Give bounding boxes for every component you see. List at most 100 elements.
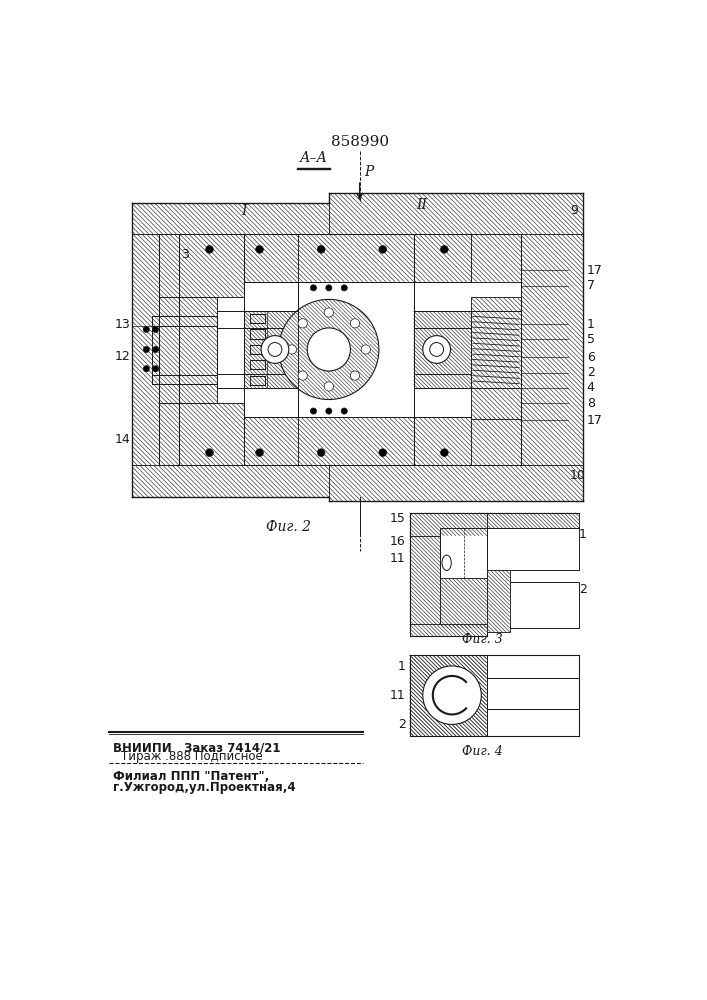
Bar — [244, 417, 298, 465]
Ellipse shape — [442, 555, 451, 570]
Bar — [217, 311, 298, 388]
Bar — [250, 345, 265, 354]
Bar — [440, 578, 486, 628]
Bar — [414, 417, 472, 465]
Circle shape — [287, 345, 296, 354]
Bar — [414, 234, 472, 282]
Bar — [486, 513, 579, 528]
Bar — [250, 329, 265, 339]
Bar — [244, 234, 298, 282]
Bar — [521, 234, 583, 465]
Bar — [217, 311, 244, 388]
Circle shape — [317, 449, 325, 456]
Bar — [132, 465, 329, 497]
Text: 12: 12 — [115, 350, 130, 363]
Bar — [152, 316, 217, 384]
Bar — [486, 582, 579, 628]
Text: 3: 3 — [181, 248, 189, 261]
Bar — [472, 297, 521, 419]
Text: 858990: 858990 — [331, 135, 389, 149]
Bar — [472, 234, 521, 282]
Text: 7: 7 — [587, 279, 595, 292]
Circle shape — [423, 336, 450, 363]
Circle shape — [144, 346, 149, 353]
Text: 1: 1 — [579, 528, 587, 541]
Bar — [179, 403, 244, 465]
Circle shape — [379, 449, 387, 456]
Circle shape — [325, 308, 334, 317]
Bar — [486, 570, 510, 632]
Bar — [472, 311, 521, 388]
Text: 5: 5 — [587, 333, 595, 346]
Circle shape — [310, 285, 317, 291]
Bar — [414, 311, 472, 388]
Circle shape — [326, 285, 332, 291]
Circle shape — [440, 246, 448, 253]
Bar — [132, 203, 329, 234]
Circle shape — [341, 285, 347, 291]
Circle shape — [256, 449, 264, 456]
Bar — [179, 234, 244, 297]
Text: I: I — [241, 204, 247, 218]
Bar — [486, 528, 579, 570]
Circle shape — [298, 319, 308, 328]
Wedge shape — [423, 666, 481, 724]
Circle shape — [144, 326, 149, 333]
Bar — [329, 465, 583, 501]
Circle shape — [268, 343, 282, 356]
Bar — [179, 297, 217, 403]
Text: Фиг. 3: Фиг. 3 — [462, 633, 503, 646]
Bar — [409, 624, 486, 636]
Text: 13: 13 — [115, 318, 130, 331]
Text: 1: 1 — [587, 318, 595, 331]
Circle shape — [153, 366, 158, 372]
Circle shape — [341, 408, 347, 414]
Text: 1: 1 — [398, 660, 406, 673]
Bar — [329, 193, 583, 234]
Circle shape — [261, 336, 288, 363]
Circle shape — [325, 382, 334, 391]
Text: 9: 9 — [570, 204, 578, 217]
Bar — [250, 376, 265, 385]
Bar — [409, 655, 486, 736]
Text: 10: 10 — [570, 469, 585, 482]
Bar — [298, 282, 414, 417]
Text: 15: 15 — [390, 512, 406, 525]
Text: 2: 2 — [579, 583, 587, 596]
Bar — [250, 360, 265, 369]
Text: 2: 2 — [587, 366, 595, 379]
Text: Фиг. 2: Фиг. 2 — [267, 520, 311, 534]
Bar — [250, 314, 265, 323]
Text: 17: 17 — [587, 264, 602, 277]
Text: 17: 17 — [587, 414, 602, 427]
Circle shape — [440, 449, 448, 456]
Circle shape — [379, 246, 387, 253]
Bar — [472, 311, 521, 388]
Circle shape — [308, 328, 351, 371]
Text: А–А: А–А — [300, 151, 327, 165]
Circle shape — [153, 326, 158, 333]
Text: 2: 2 — [398, 718, 406, 731]
Text: 14: 14 — [115, 433, 130, 446]
Text: Фиг. 4: Фиг. 4 — [462, 745, 503, 758]
Bar — [440, 528, 486, 632]
Circle shape — [298, 371, 308, 380]
Text: ВНИИПИ   Заказ 7414/21: ВНИИПИ Заказ 7414/21 — [113, 742, 281, 755]
Text: г.Ужгород,ул.Проектная,4: г.Ужгород,ул.Проектная,4 — [113, 781, 296, 794]
Circle shape — [206, 449, 214, 456]
Text: Филиал ППП "Патент",: Филиал ППП "Патент", — [113, 770, 269, 783]
Text: Р: Р — [364, 165, 373, 179]
Bar — [298, 417, 414, 465]
Text: 11: 11 — [390, 552, 406, 565]
Bar — [486, 709, 579, 736]
Circle shape — [326, 408, 332, 414]
Text: 16: 16 — [390, 535, 406, 548]
Bar — [244, 311, 298, 388]
Bar — [472, 417, 521, 465]
Bar — [409, 513, 486, 536]
Circle shape — [317, 246, 325, 253]
Bar — [486, 655, 579, 678]
Circle shape — [206, 246, 214, 253]
Circle shape — [430, 343, 443, 356]
Text: Тираж .888 Подписное: Тираж .888 Подписное — [121, 750, 263, 763]
